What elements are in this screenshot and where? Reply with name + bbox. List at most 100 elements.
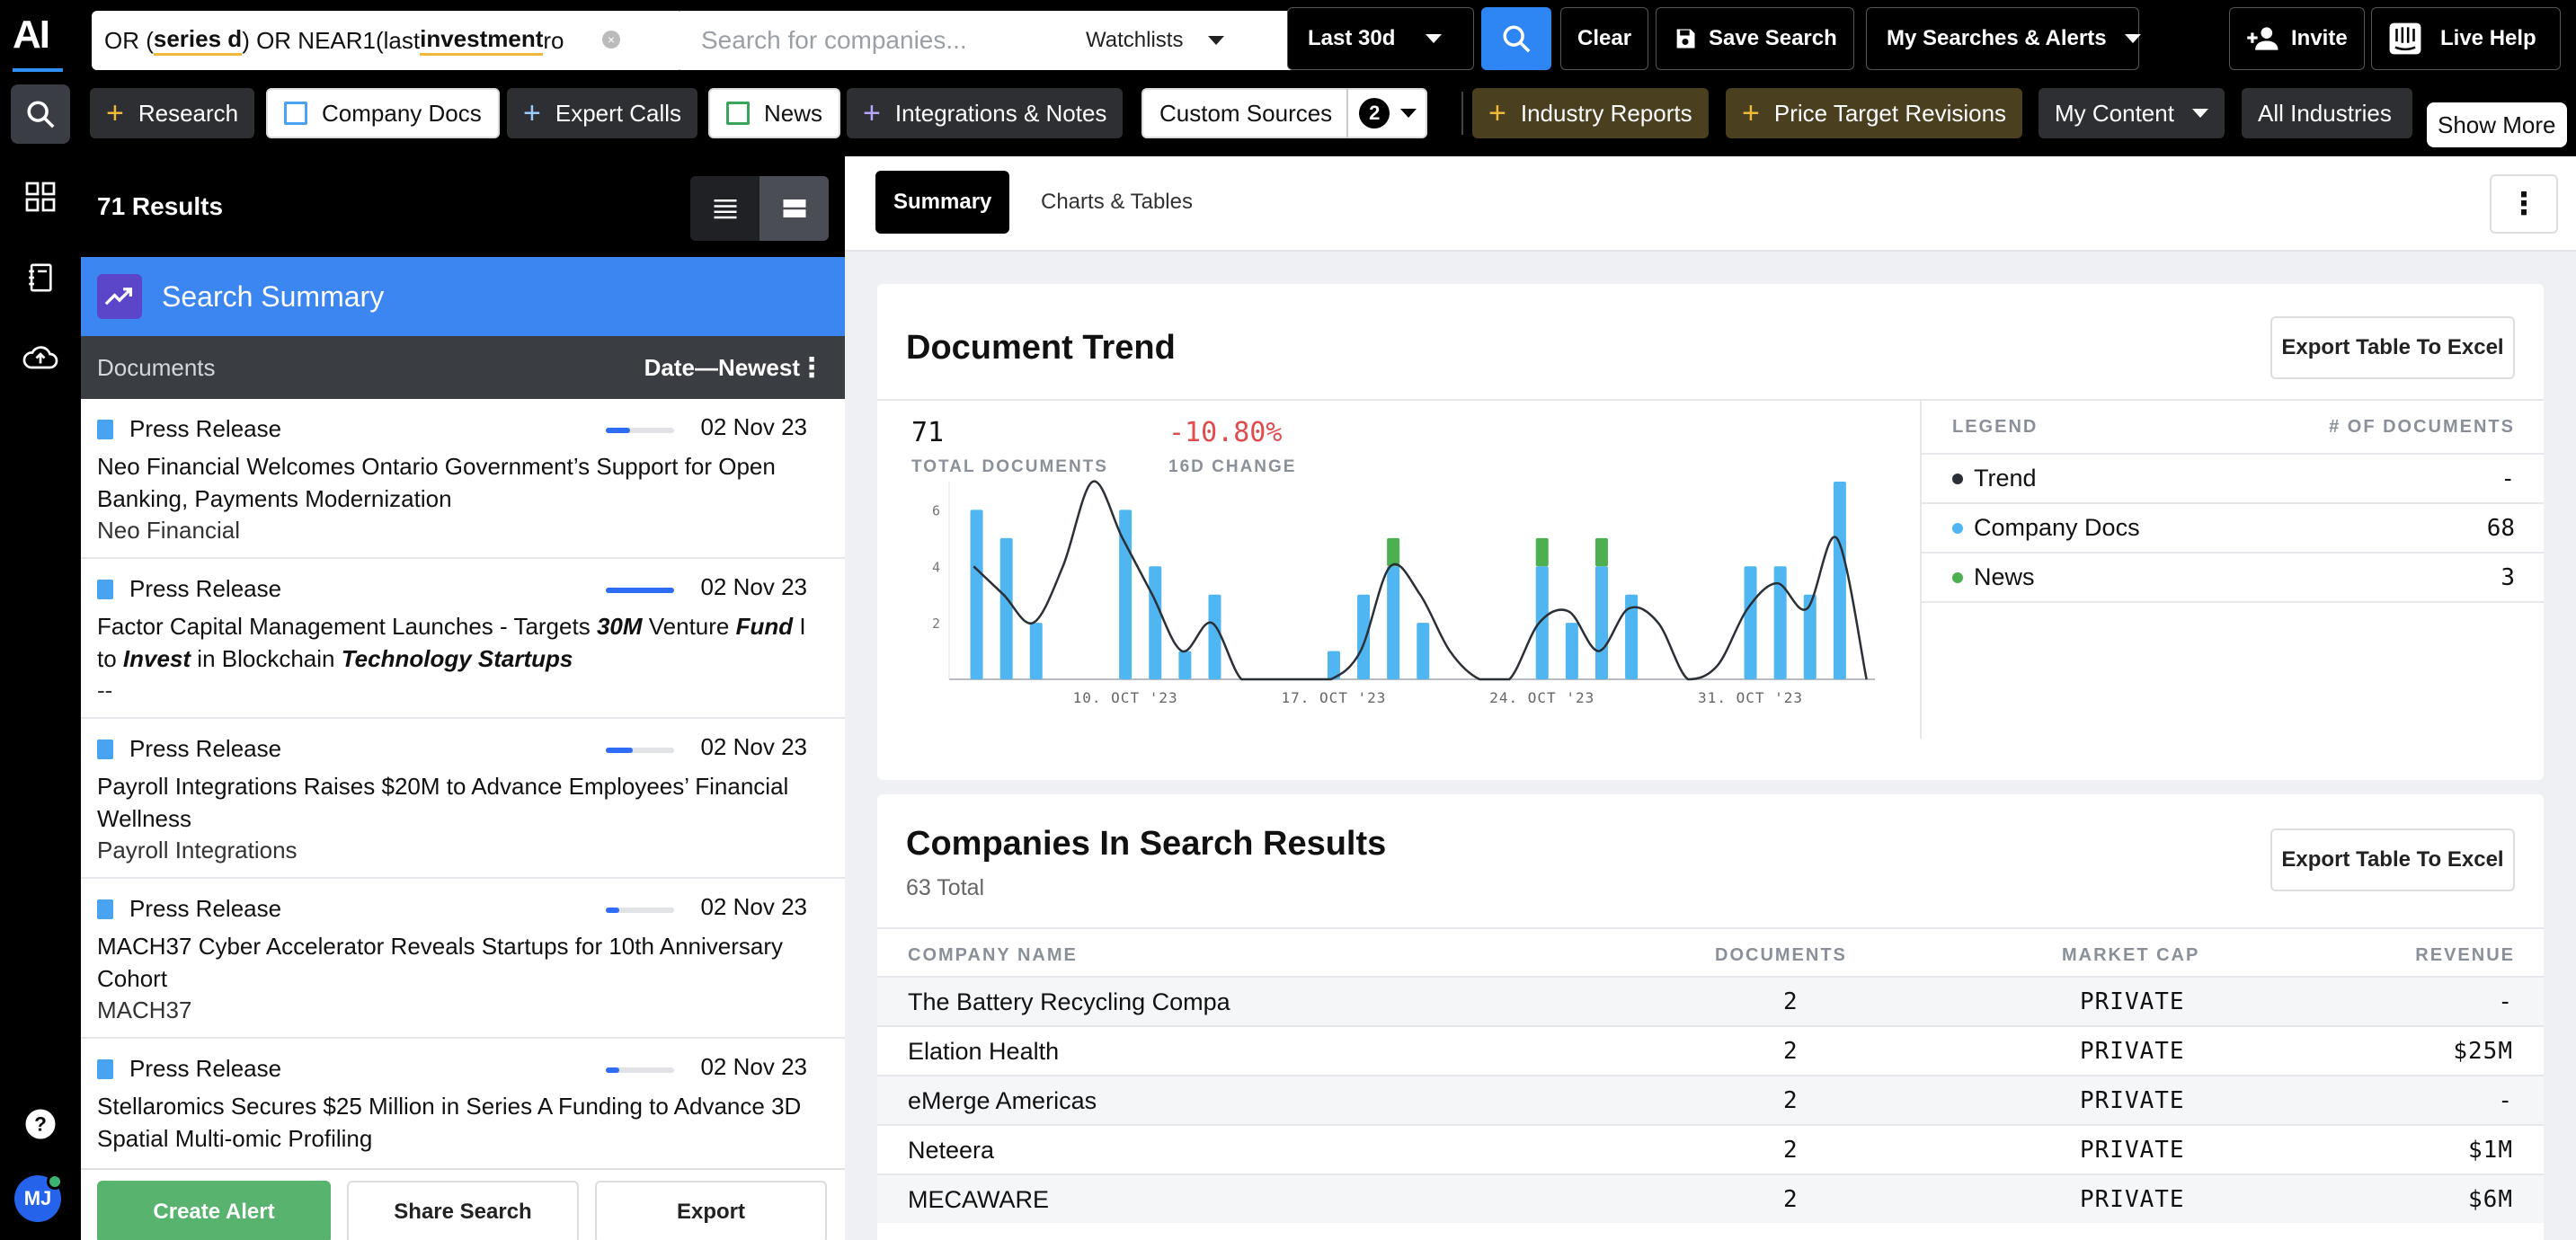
- more-options-icon[interactable]: ⋮: [2490, 174, 2558, 234]
- tab-news[interactable]: News: [708, 88, 841, 138]
- bar-company-docs[interactable]: [1773, 566, 1787, 679]
- tab-integrations-notes[interactable]: + Integrations & Notes: [847, 88, 1124, 138]
- bar-company-docs[interactable]: [1178, 651, 1192, 679]
- upload-nav-button[interactable]: [11, 327, 70, 386]
- list-view-button[interactable]: [690, 176, 759, 241]
- search-summary-button[interactable]: Search Summary: [81, 257, 845, 336]
- all-industries-dropdown[interactable]: All Industries: [2242, 88, 2412, 138]
- chevron-down-icon[interactable]: [1400, 109, 1417, 118]
- search-nav-button[interactable]: [11, 84, 70, 144]
- tab-custom-sources[interactable]: Custom Sources 2: [1141, 88, 1428, 138]
- bar-company-docs[interactable]: [1625, 594, 1639, 679]
- legend-row[interactable]: News 3: [1922, 554, 2544, 603]
- bar-company-docs[interactable]: [1417, 623, 1430, 679]
- invite-button[interactable]: Invite: [2229, 7, 2365, 70]
- company-row[interactable]: Elation Health 2 PRIVATE $25M: [877, 1025, 2544, 1075]
- document-title[interactable]: Neo Financial Welcomes Ontario Governmen…: [97, 453, 776, 512]
- bar-company-docs[interactable]: [1208, 594, 1221, 679]
- bar-company-docs[interactable]: [1744, 566, 1757, 679]
- document-item[interactable]: Press Release 02 Nov 23 Neo Financial We…: [81, 399, 845, 559]
- broadcast-icon[interactable]: [624, 22, 660, 58]
- bar-company-docs[interactable]: [970, 509, 983, 679]
- tab-company-docs[interactable]: Company Docs: [266, 88, 500, 138]
- export-companies-button[interactable]: Export Table To Excel: [2270, 828, 2515, 891]
- document-title[interactable]: Payroll Integrations Raises $20M to Adva…: [97, 773, 789, 832]
- bar-company-docs[interactable]: [999, 537, 1013, 679]
- export-button[interactable]: Export: [595, 1181, 827, 1240]
- search-icon: [1503, 25, 1531, 53]
- col-market-cap[interactable]: MARKET CAP: [2062, 945, 2200, 965]
- col-revenue[interactable]: REVENUE: [2415, 945, 2515, 965]
- document-title[interactable]: Factor Capital Management Launches - Tar…: [97, 613, 806, 672]
- bar-company-docs[interactable]: [1357, 594, 1371, 679]
- document-source: Neo Financial: [97, 517, 240, 544]
- company-row[interactable]: The Battery Recycling Compa 2 PRIVATE -: [877, 976, 2544, 1025]
- tab-industry-reports[interactable]: + Industry Reports: [1472, 88, 1709, 138]
- my-content-dropdown[interactable]: My Content: [2039, 88, 2225, 138]
- notebook-nav-button[interactable]: [11, 248, 70, 307]
- company-name[interactable]: Neteera: [908, 1137, 995, 1164]
- company-name[interactable]: The Battery Recycling Compa: [908, 988, 1230, 1015]
- document-item[interactable]: Press Release 02 Nov 23 Factor Capital M…: [81, 559, 845, 719]
- col-documents[interactable]: DOCUMENTS: [1715, 945, 1847, 965]
- document-item[interactable]: Press Release 02 Nov 23 Stellaromics Sec…: [81, 1039, 845, 1168]
- bar-company-docs[interactable]: [1803, 594, 1817, 679]
- clear-query-icon[interactable]: ×: [602, 31, 620, 49]
- company-search-input[interactable]: Search for companies...: [701, 26, 967, 54]
- more-options-icon[interactable]: ⋮: [798, 352, 825, 383]
- tab-research[interactable]: + Research: [90, 88, 255, 138]
- search-submit-button[interactable]: [1481, 7, 1551, 70]
- col-company-name[interactable]: COMPANY NAME: [908, 945, 1078, 965]
- tab-charts-tables[interactable]: Charts & Tables: [1041, 190, 1193, 214]
- bar-company-docs[interactable]: [1535, 566, 1549, 679]
- clear-button[interactable]: Clear: [1560, 7, 1649, 70]
- bar-news[interactable]: [1535, 537, 1549, 567]
- date-range-dropdown[interactable]: Last 30d: [1287, 7, 1474, 70]
- bar-company-docs[interactable]: [1594, 566, 1608, 679]
- bar-news[interactable]: [1387, 537, 1400, 567]
- bar-company-docs[interactable]: [1327, 651, 1340, 679]
- tab-summary[interactable]: Summary: [875, 171, 1010, 234]
- user-avatar[interactable]: MJ: [14, 1174, 63, 1222]
- legend-row[interactable]: Trend -: [1922, 455, 2544, 504]
- bar-news[interactable]: [1594, 537, 1608, 567]
- document-title[interactable]: MACH37 Cyber Accelerator Reveals Startup…: [97, 933, 784, 992]
- bar-company-docs[interactable]: [1029, 623, 1043, 679]
- boolean-query-input[interactable]: OR ( series d ) OR NEAR1(last investment…: [92, 11, 683, 70]
- card-view-button[interactable]: [759, 176, 829, 241]
- document-item[interactable]: Press Release 02 Nov 23 MACH37 Cyber Acc…: [81, 879, 845, 1039]
- company-row[interactable]: MECAWARE 2 PRIVATE $6M: [877, 1174, 2544, 1223]
- app-logo[interactable]: AI: [13, 13, 67, 72]
- bar-company-docs[interactable]: [1565, 623, 1578, 679]
- show-more-button[interactable]: Show More: [2427, 102, 2567, 147]
- company-name[interactable]: Elation Health: [908, 1038, 1060, 1065]
- legend-row[interactable]: Company Docs 68: [1922, 504, 2544, 554]
- company-name[interactable]: eMerge Americas: [908, 1087, 1097, 1114]
- bar-company-docs[interactable]: [1149, 566, 1162, 679]
- tab-label: Industry Reports: [1520, 99, 1692, 127]
- bar-company-docs[interactable]: [1833, 482, 1846, 679]
- share-search-button[interactable]: Share Search: [347, 1181, 579, 1240]
- live-help-button[interactable]: Live Help: [2371, 7, 2561, 70]
- document-item[interactable]: Press Release 02 Nov 23 Payroll Integrat…: [81, 719, 845, 879]
- tab-expert-calls[interactable]: + Expert Calls: [507, 88, 698, 138]
- chevron-down-icon: [2191, 109, 2208, 118]
- company-row[interactable]: Neteera 2 PRIVATE $1M: [877, 1124, 2544, 1174]
- help-button[interactable]: ?: [11, 1094, 70, 1154]
- sort-dropdown[interactable]: Date—Newest: [644, 353, 800, 381]
- relevance-bar: [606, 908, 674, 913]
- dashboard-nav-button[interactable]: [11, 167, 70, 226]
- card-view-icon: [783, 199, 805, 217]
- company-search-box[interactable]: Search for companies... Watchlists: [676, 11, 1359, 70]
- company-row[interactable]: eMerge Americas 2 PRIVATE -: [877, 1075, 2544, 1124]
- create-alert-button[interactable]: Create Alert: [97, 1181, 331, 1240]
- my-searches-dropdown[interactable]: My Searches & Alerts: [1866, 7, 2141, 70]
- document-title[interactable]: Stellaromics Secures $25 Million in Seri…: [97, 1093, 802, 1152]
- save-search-button[interactable]: Save Search: [1656, 7, 1854, 70]
- company-name[interactable]: MECAWARE: [908, 1186, 1050, 1213]
- bar-company-docs[interactable]: [1387, 566, 1400, 679]
- bar-company-docs[interactable]: [1119, 509, 1133, 679]
- export-trend-button[interactable]: Export Table To Excel: [2270, 316, 2515, 379]
- tab-price-target-revisions[interactable]: + Price Target Revisions: [1726, 88, 2023, 138]
- watchlists-dropdown[interactable]: Watchlists: [1086, 11, 1225, 70]
